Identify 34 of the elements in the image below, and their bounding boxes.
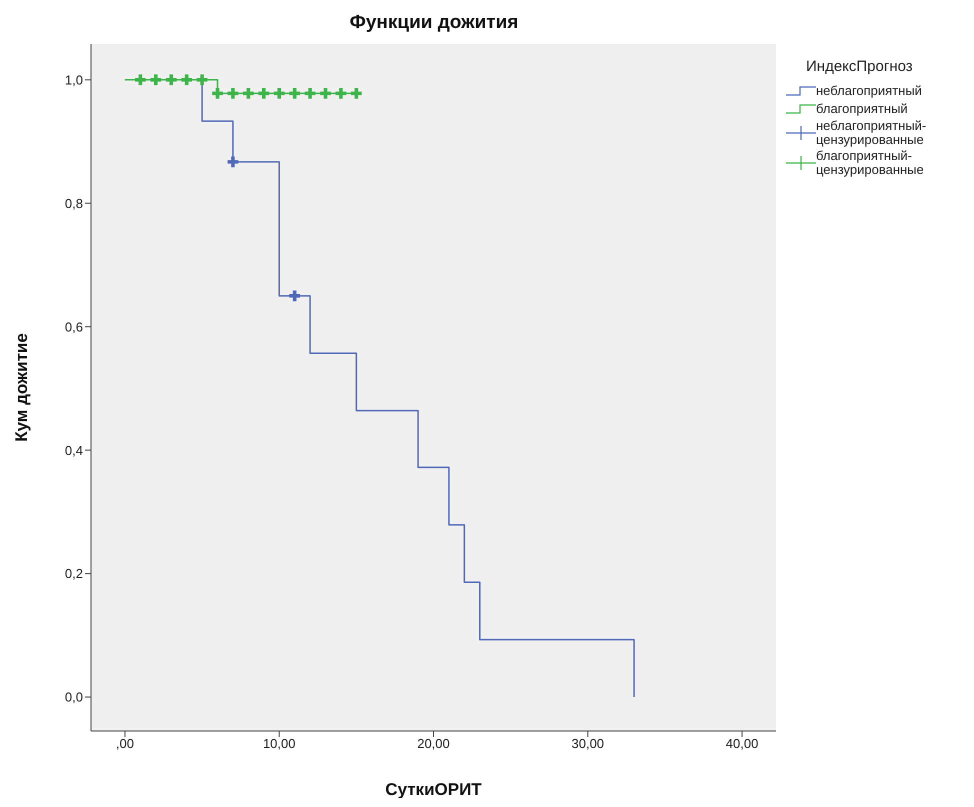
x-tick-label: ,00 — [116, 736, 134, 752]
point — [166, 74, 177, 86]
x-tick-label: 30,00 — [572, 736, 604, 752]
legend-label: благоприятный — [816, 101, 909, 116]
point — [336, 88, 346, 99]
y-tick-label: 0,8 — [64, 196, 83, 211]
y-tick-label: 0,6 — [64, 319, 83, 334]
x-tick-label: 20,00 — [417, 736, 450, 752]
point — [243, 88, 254, 99]
y-tick-label: 1,0 — [64, 72, 83, 88]
point — [289, 88, 300, 99]
point — [196, 74, 208, 86]
y-tick-label: 0,0 — [64, 690, 83, 705]
point — [289, 290, 300, 302]
y-tick-label: 0,4 — [64, 442, 83, 458]
y-tick-label: 0,2 — [64, 566, 83, 582]
point — [274, 88, 285, 99]
point — [212, 88, 223, 99]
point — [135, 74, 146, 86]
legend-label: благоприятный-цензурированные — [816, 148, 925, 177]
y-axis-title: Кум дожитие — [12, 333, 32, 442]
point — [304, 88, 316, 99]
x-tick-label: 40,00 — [726, 736, 758, 752]
point — [320, 88, 331, 99]
point — [350, 88, 362, 99]
point — [150, 74, 162, 86]
point — [181, 74, 192, 86]
chart-title: Функции дожития — [348, 12, 520, 34]
x-tick-label: 10,00 — [262, 736, 296, 752]
legend-title: ИндексПрогноз — [806, 58, 914, 75]
point — [228, 156, 238, 168]
point — [228, 88, 238, 99]
point — [258, 88, 270, 99]
legend-label: неблагоприятный — [816, 83, 923, 98]
